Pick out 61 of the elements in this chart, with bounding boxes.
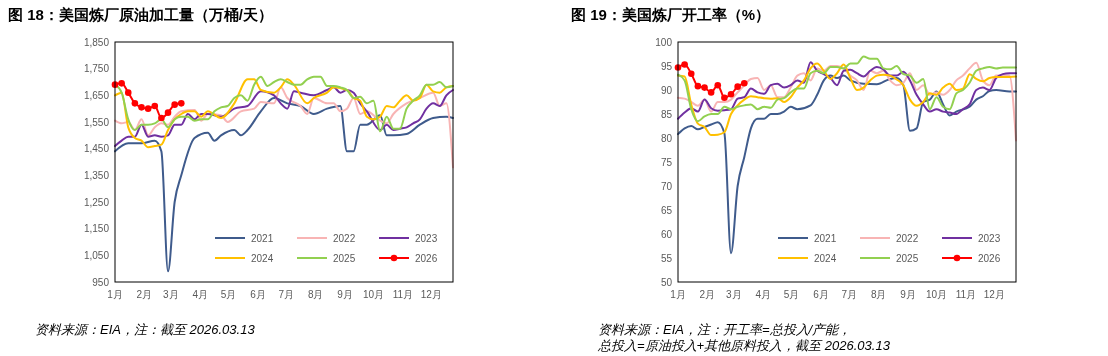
x-tick-label: 8月 [307,289,324,300]
legend-label: 2021 [251,232,274,244]
y-tick-label: 55 [660,252,673,264]
legend-label: 2025 [896,252,919,264]
x-tick-label: 12月 [420,289,442,300]
x-tick-label: 7月 [841,289,858,300]
x-tick-label: 4月 [192,289,208,300]
x-tick-label: 5月 [783,289,800,300]
y-tick-label: 95 [660,60,673,72]
text: 资料来源：EIA，注：开工率=总投入/产能，总投入=原油投入+其他原料投入，截至 2026.03.13 [597,322,891,353]
legend-label: 2022 [896,232,919,244]
y-tick-label: 1,250 [83,196,110,208]
x-tick-label: 9月 [900,289,916,300]
x-tick-label: 3月 [726,289,742,300]
x-tick-label: 10月 [362,289,385,300]
legend-label: 2021 [814,232,837,244]
y-tick-label: 65 [660,204,673,216]
x-tick-label: 6月 [250,289,266,300]
y-tick-label: 85 [660,108,673,120]
y-tick-label: 70 [660,180,673,192]
y-tick-label: 1,850 [83,36,110,48]
y-tick-label: 1,650 [83,89,110,101]
y-tick-label: 100 [655,36,673,48]
x-tick-label: 6月 [813,289,829,300]
x-tick-label: 11月 [392,289,414,300]
y-tick-label: 50 [660,276,673,288]
x-tick-label: 10月 [925,289,948,300]
legend-label: 2026 [978,252,1001,264]
legend-label: 2023 [415,232,438,244]
x-tick-label: 7月 [278,289,295,300]
x-tick-label: 2月 [136,289,153,300]
x-tick-label: 8月 [870,289,887,300]
x-tick-label: 5月 [220,289,237,300]
y-tick-label: 90 [660,84,673,96]
text: 资料来源：EIA，注：截至 2026.03.13 [35,322,256,337]
x-tick-label: 4月 [755,289,771,300]
y-tick-label: 60 [660,228,673,240]
x-tick-label: 1月 [107,289,123,300]
legend-label: 2025 [333,252,356,264]
y-tick-label: 75 [660,156,673,168]
y-tick-label: 1,150 [83,223,110,235]
x-tick-label: 1月 [670,289,686,300]
x-tick-label: 9月 [337,289,353,300]
y-tick-label: 950 [92,276,110,288]
y-tick-label: 1,350 [83,169,110,181]
y-tick-label: 80 [660,132,673,144]
legend-label: 2022 [333,232,356,244]
x-tick-label: 3月 [163,289,179,300]
x-tick-label: 2月 [699,289,716,300]
y-tick-label: 1,050 [83,249,110,261]
legend-label: 2024 [251,252,274,264]
chart-title: 图 18：美国炼厂原油加工量（万桶/天） [8,6,274,23]
legend-label: 2026 [415,252,438,264]
y-tick-label: 1,750 [83,63,110,75]
legend-label: 2024 [814,252,837,264]
y-tick-label: 1,550 [83,116,110,128]
x-tick-label: 12月 [983,289,1005,300]
chart-title: 图 19：美国炼厂开工率（%） [571,6,771,23]
legend-label: 2023 [978,232,1001,244]
y-tick-label: 1,450 [83,143,110,155]
x-tick-label: 11月 [955,289,977,300]
